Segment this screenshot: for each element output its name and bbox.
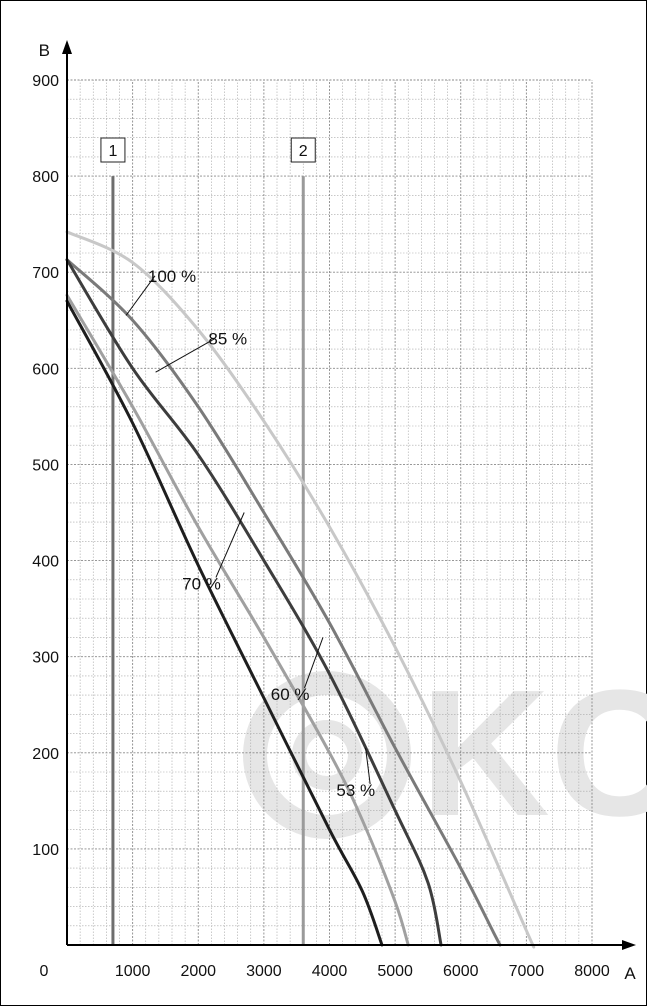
leader-line-70: [215, 512, 245, 578]
y-tick-label: 900: [32, 73, 59, 90]
y-tick-label: 600: [32, 361, 59, 378]
curve-60-percent: [65, 293, 410, 947]
y-tick-label: 300: [32, 650, 59, 667]
watermark-inner-ring: [292, 720, 362, 790]
reference-box-2: [290, 137, 316, 163]
curve-label-100-percent: 100 %: [148, 267, 196, 286]
y-tick-label: 500: [32, 457, 59, 474]
watermark-logo: KON: [243, 653, 647, 854]
leader-line-100: [125, 275, 156, 316]
reference-label-1: 1: [108, 143, 117, 160]
x-tick-label: 6000: [443, 963, 479, 980]
curve-label-60-percent: 60 %: [271, 685, 310, 704]
curve-100-percent: [65, 230, 536, 949]
y-axis-arrow: [62, 40, 72, 54]
reference-box-1: [100, 137, 126, 163]
watermark-ring: [243, 671, 411, 839]
x-tick-label: 4000: [312, 963, 348, 980]
y-tick-label: 400: [32, 554, 59, 571]
y-tick-label: 700: [32, 265, 59, 282]
curve-85-percent: [65, 258, 502, 947]
watermark-text: KON: [420, 653, 647, 854]
leader-line-60: [304, 637, 324, 689]
x-tick-label: 8000: [574, 963, 610, 980]
y-tick-label: 800: [32, 169, 59, 186]
y-axis-label: B: [39, 41, 50, 60]
x-axis-label: A: [624, 964, 636, 983]
x-tick-label: 7000: [509, 963, 545, 980]
y-tick-label: 100: [32, 842, 59, 859]
leader-line-85: [155, 337, 216, 373]
x-tick-label: 2000: [180, 963, 216, 980]
curve-label-53-percent: 53 %: [336, 781, 375, 800]
curves: [65, 230, 536, 949]
y-tick-label: 200: [32, 746, 59, 763]
tick-labels: 0 1000 2000 3000 4000 5000 6000 7000 8000 100 200 3…: [32, 73, 610, 980]
axes: AB: [39, 40, 636, 983]
major-grid: [67, 79, 593, 945]
x-tick-label: 1000: [115, 963, 151, 980]
curve-label-70-percent: 70 %: [182, 574, 221, 593]
reference-label-2: 2: [299, 143, 308, 160]
curve-53-percent: [65, 299, 384, 947]
x-tick-label: 5000: [377, 963, 413, 980]
x-tick-label: 0: [40, 963, 49, 980]
x-axis-arrow: [622, 940, 636, 950]
curve-labels: 100 % 85 % 70 % 60 % 53 %: [125, 267, 375, 800]
curve-70-percent: [65, 258, 443, 947]
x-tick-label: 3000: [246, 963, 282, 980]
curve-label-85-percent: 85 %: [208, 329, 247, 348]
leader-line-53: [365, 747, 371, 785]
